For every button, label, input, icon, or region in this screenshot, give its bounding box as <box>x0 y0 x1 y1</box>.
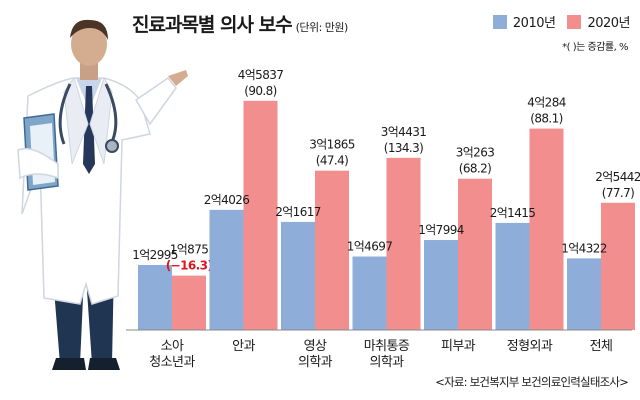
category-label-4: 피부과 <box>441 339 476 354</box>
bar-2010-3 <box>352 256 387 330</box>
bar-2020-1 <box>243 100 278 330</box>
bar-2020-3 <box>386 157 421 330</box>
change-rate-note: *( )는 증감률, % <box>562 42 628 53</box>
legend: 2010년 2020년 <box>492 12 630 31</box>
change-label-2020-1: (90.8) <box>244 84 276 98</box>
bar-2020-6 <box>601 202 635 330</box>
bar-2020-4 <box>458 178 492 330</box>
category-label-0-line2: 청소년과 <box>149 355 195 370</box>
value-label-2020-2: 3억1865 <box>309 138 355 152</box>
value-label-2010-1: 2억4026 <box>204 193 250 207</box>
bar-2020-0 <box>172 275 206 330</box>
category-label-0: 소아 <box>161 339 184 354</box>
value-label-2020-4: 3억263 <box>456 146 495 160</box>
category-label-2: 영상 <box>304 339 327 354</box>
value-label-2010-4: 1억7994 <box>418 223 464 237</box>
category-label-3: 마취통증 <box>364 339 410 354</box>
change-label-2020-3: (134.3) <box>384 141 424 155</box>
doctor-illustration <box>17 19 188 370</box>
legend-swatch-2020 <box>567 14 582 29</box>
bar-2020-5 <box>529 128 564 330</box>
legend-label-2010: 2010년 <box>512 16 556 31</box>
bar-2010-4 <box>424 240 458 330</box>
bar-2020-2 <box>315 170 349 330</box>
bar-2010-2 <box>281 221 315 330</box>
value-label-2010-0: 1억2995 <box>132 248 178 262</box>
bar-2010-0 <box>138 265 172 330</box>
value-label-2010-2: 2억1617 <box>275 205 321 219</box>
change-label-2020-2: (47.4) <box>316 154 348 168</box>
source-note: <자료: 보건복지부 보건의료인력실태조사> <box>435 375 629 389</box>
value-label-2020-1: 4억5837 <box>238 68 284 82</box>
change-label-2020-4: (68.2) <box>459 162 491 176</box>
category-label-6: 전체 <box>590 339 613 354</box>
legend-swatch-2010 <box>492 14 507 29</box>
bar-2010-1 <box>209 209 244 330</box>
legend-label-2020: 2020년 <box>587 16 630 31</box>
change-label-2020-5: (88.1) <box>530 112 562 126</box>
value-label-2010-6: 1억4322 <box>561 241 607 255</box>
value-label-2020-3: 3억4431 <box>381 125 427 139</box>
category-label-2-line2: 의학과 <box>298 355 333 370</box>
value-label-2020-6: 2억5442 <box>595 170 640 184</box>
bar-2010-6 <box>567 258 601 330</box>
category-label-3-line2: 의학과 <box>369 355 404 370</box>
chart-header: 진료과목별 의사 보수 (단위: 만원) <box>132 10 348 37</box>
unit-label: (단위: 만원) <box>295 21 349 34</box>
value-label-2010-5: 2억1415 <box>490 206 536 220</box>
value-label-2010-3: 1억4697 <box>347 240 393 254</box>
change-label-2020-6: (77.7) <box>602 186 634 200</box>
chart-title: 진료과목별 의사 보수 <box>132 14 293 36</box>
bar-2010-5 <box>495 222 530 330</box>
category-label-1: 안과 <box>232 339 255 354</box>
value-label-2020-5: 4억284 <box>527 96 566 110</box>
category-label-5: 정형외과 <box>507 339 553 354</box>
value-label-2020-0: 1억875 <box>170 243 209 257</box>
change-label-2020-0: (−16.3) <box>166 259 213 273</box>
